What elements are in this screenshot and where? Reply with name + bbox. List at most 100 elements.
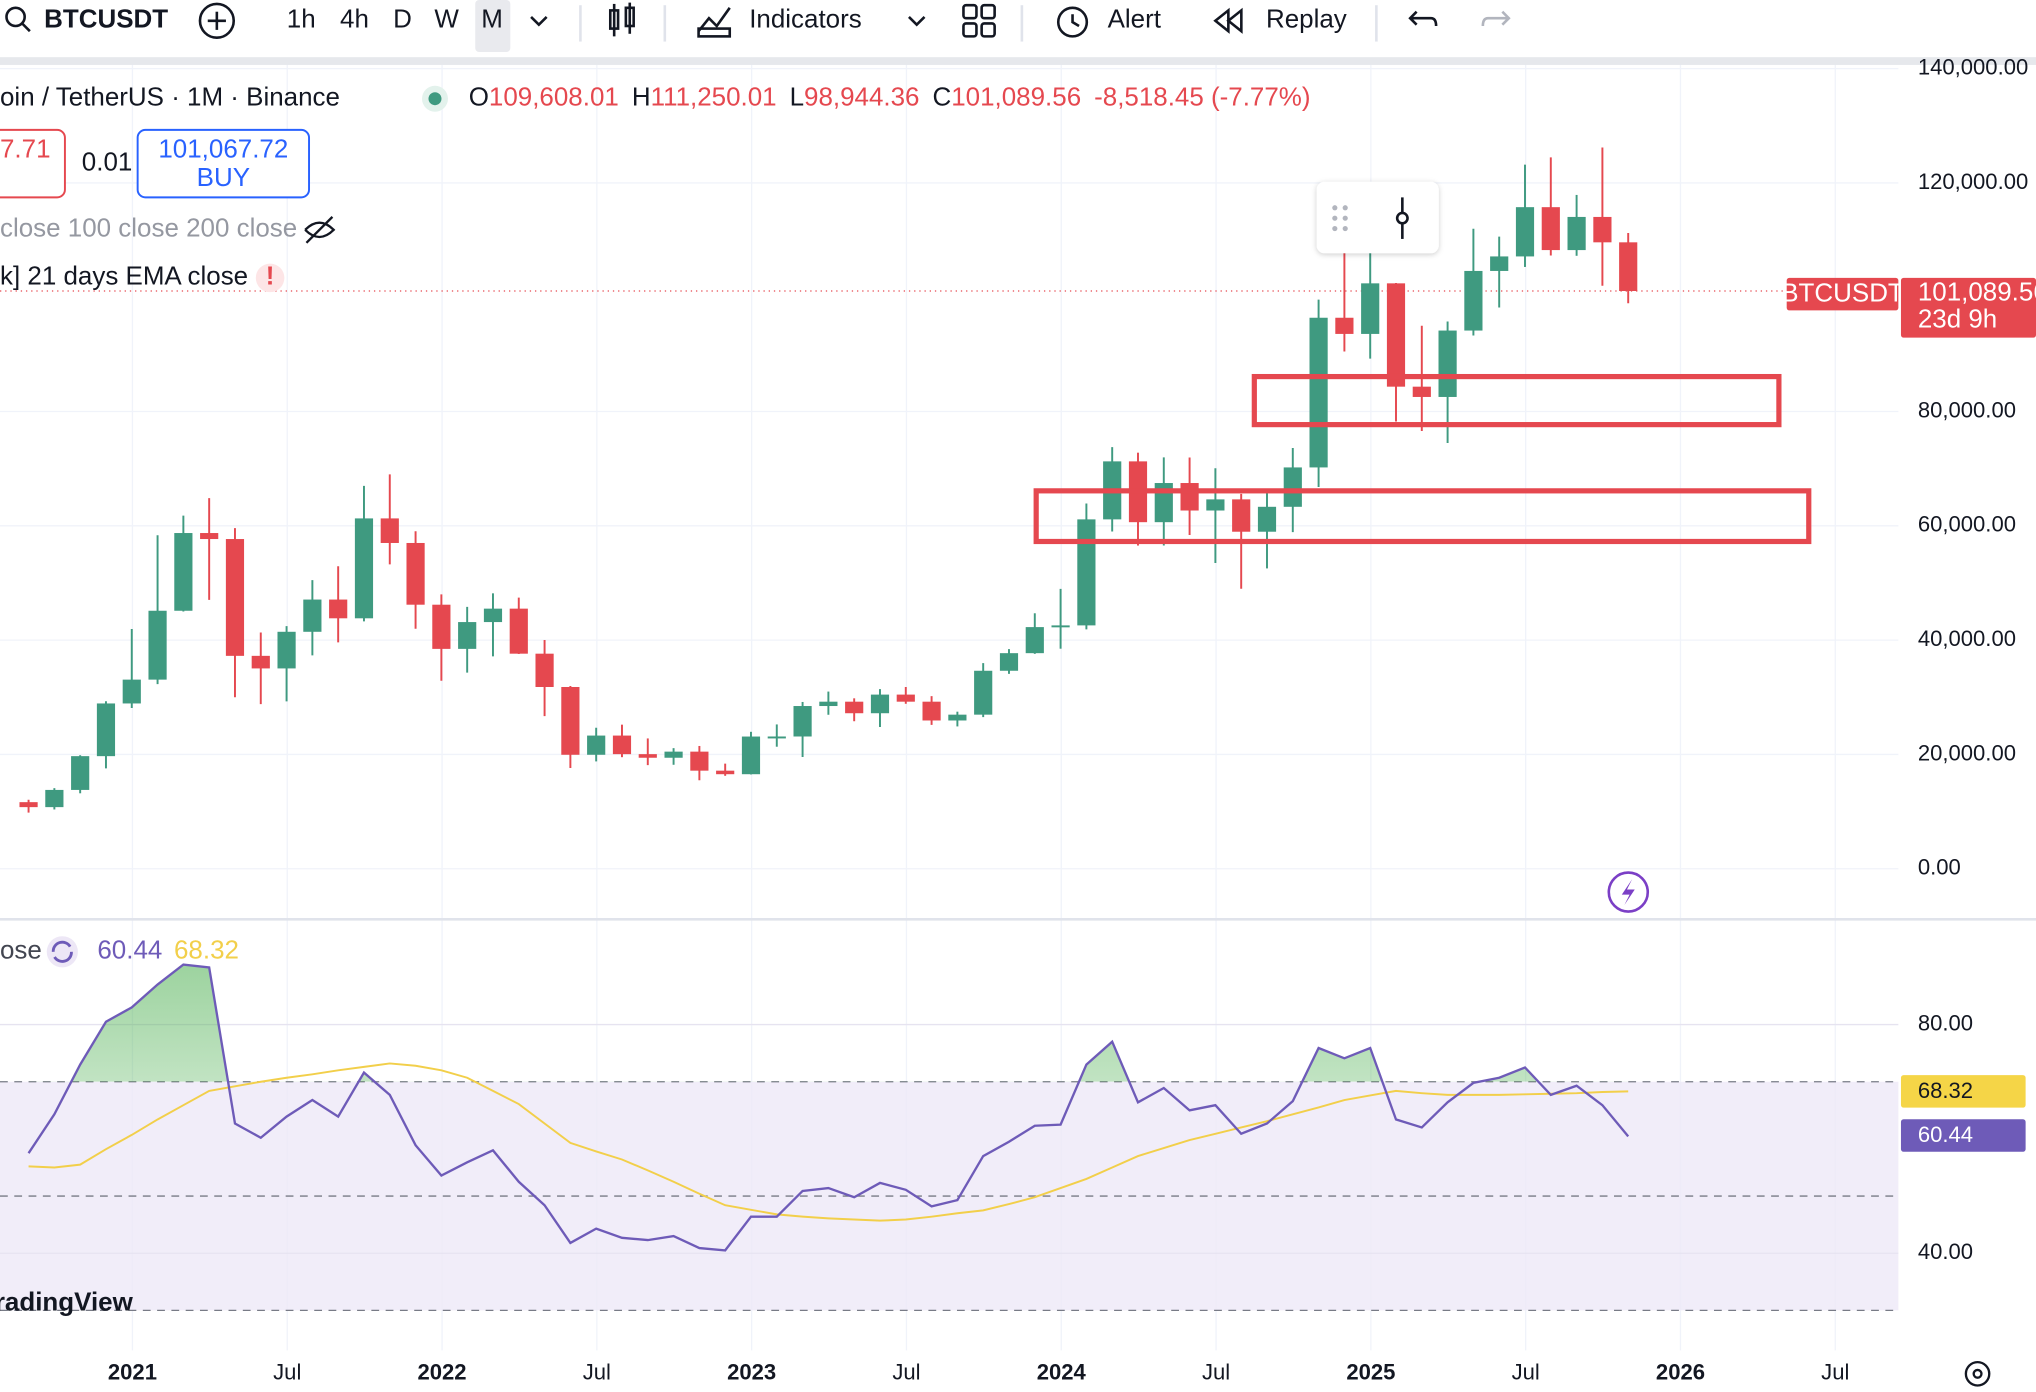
candle-body [1438,330,1457,397]
candle-body [19,802,38,808]
candle-body [509,608,528,654]
candle-body [587,735,606,755]
rsi-ma-badge [1900,1075,2026,1108]
candle-body [251,655,270,669]
time-label: Jul [892,1360,920,1385]
buy-button[interactable] [136,128,311,199]
price-tick-label: 140,000.00 [1918,54,2028,79]
indicators-button[interactable]: Indicators [749,4,862,34]
candle-body [1232,499,1251,532]
watermark: radingView [0,1287,134,1317]
candle-body [483,608,503,623]
ohlc-key: L [790,82,804,112]
time-label: Jul [273,1360,301,1385]
rsi-tick-label: 80.00 [1918,1010,1973,1035]
candle-body [1490,256,1509,271]
rsi-ma-value: 68.32 [174,935,239,965]
candle-body [767,736,786,739]
candle-body [200,533,219,540]
settings-core [1972,1368,1983,1379]
refresh-icon[interactable] [46,936,78,968]
candle-body [96,703,116,757]
alert-button[interactable]: Alert [1108,4,1162,34]
candle-body [664,751,683,758]
candle-body [1412,386,1431,397]
rsi-overbought-fill [71,964,1539,1082]
warning-icon[interactable] [255,263,285,293]
time-label: 2022 [418,1360,467,1385]
intervals: 1h 4h D W M [287,4,503,34]
price-badge-countdown: 23d 9h [1918,304,1997,334]
time-label: 2024 [1037,1360,1087,1385]
price-tick-label: 40,000.00 [1918,626,2016,651]
candle-body [1515,207,1535,257]
candle-body [870,694,890,714]
candle-body [1077,519,1096,626]
ohlc-key: O [469,82,489,112]
status-dot [428,92,442,106]
candle-body [148,610,167,680]
sell-price: 7.71 [0,134,51,164]
toolbar-icons [5,2,1511,42]
drag-handle[interactable] [1332,205,1348,232]
time-label: 2026 [1656,1360,1705,1385]
spread: 0.01 [82,146,133,176]
candle-body [458,622,477,649]
buy-price: 101,067.72 [158,134,288,164]
sell-button[interactable] [0,128,66,199]
price-tick-label: 80,000.00 [1918,397,2016,422]
rsi-ma-badge-text: 68.32 [1918,1078,1973,1103]
ohlc-key: C [932,82,951,112]
ohlc-value: 98,944.36 [804,82,919,112]
candle-tool[interactable] [1395,197,1409,239]
indicator-ma: close 100 close 200 close [0,213,297,243]
lightning [1621,879,1635,906]
candle-body [303,599,322,632]
zone-box[interactable] [1033,488,1812,545]
interval[interactable]: 4h [340,4,369,34]
price-tick-label: 120,000.00 [1918,169,2028,194]
candle-body [948,714,967,721]
candle-body [225,539,245,656]
candle-body [354,518,374,619]
buy-label: BUY [197,162,250,192]
candle-body [1309,317,1328,468]
zone-box[interactable] [1251,373,1782,428]
time-label: Jul [583,1360,611,1385]
candle-body [380,518,399,543]
interval[interactable]: 1h [287,4,316,34]
symbol[interactable]: BTCUSDT [44,4,168,34]
candle-body [845,701,864,714]
time-label: 2021 [108,1360,157,1385]
candle-body [122,679,141,704]
candle-body [716,770,735,775]
replay-button[interactable]: Replay [1266,4,1347,34]
candle-body [1567,216,1586,251]
time-label: 2023 [727,1360,776,1385]
candle-body [638,754,657,758]
legend-title: oin / TetherUS · 1M · Binance [0,82,340,112]
candle-body [1361,283,1380,334]
refresh-arrows [51,940,73,963]
interval[interactable]: W [434,4,459,34]
candle-body [999,653,1019,671]
candle-body [1051,625,1070,628]
candle-body [1206,499,1225,511]
candle-body [406,542,425,605]
floating-toolbar [1316,181,1439,254]
candle-body [561,686,580,755]
settings-icon[interactable] [1964,1360,1991,1387]
time-label: 2025 [1346,1360,1395,1385]
time-label: Jul [1821,1360,1849,1385]
indicator-ema: k] 21 days EMA close [0,261,248,291]
ohlc-value: 111,250.01 [651,82,777,112]
ohlc-value: 109,608.01 [489,82,619,112]
candle-body [1464,270,1483,331]
rsi-tick-label: 40.00 [1918,1239,1973,1264]
hide-icon[interactable] [304,216,336,244]
interval[interactable]: D [393,4,412,34]
interval[interactable]: M [481,4,503,34]
rsi-value: 60.44 [97,935,162,965]
warning-mark: ! [266,261,275,291]
